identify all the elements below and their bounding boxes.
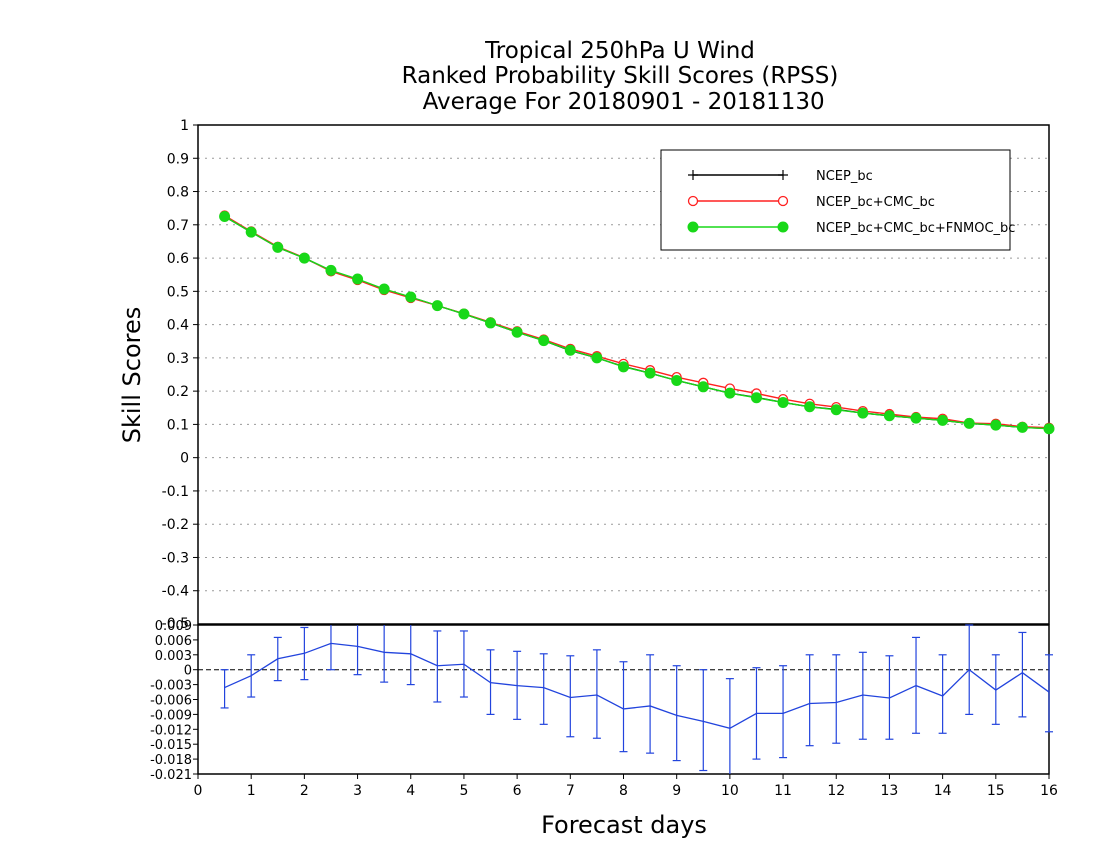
legend-box [660, 149, 1011, 251]
difference-line [224, 642, 1050, 730]
x-tick-label: 12 [827, 783, 845, 799]
data-point [458, 308, 470, 320]
y-tick-label: -0.009 [150, 708, 192, 723]
y-tick-label: 0 [184, 664, 192, 679]
data-point [883, 410, 895, 422]
x-tick-label: 16 [1040, 783, 1058, 799]
y-tick-label: 0.009 [155, 619, 192, 634]
y-tick-label-partial: -0.5 [162, 616, 189, 632]
data-point [431, 300, 443, 312]
data-point [564, 344, 576, 356]
y-tick-label: -0.1 [162, 484, 189, 500]
x-tick-label: 0 [194, 783, 203, 799]
x-tick-label: 14 [934, 783, 952, 799]
x-tick-label: 5 [459, 783, 468, 799]
data-point [910, 412, 922, 424]
main-plot: 1 0.9 0.8 0.7 0.6 0.5 0.4 0.3 0.2 0.1 0 -0.1 -0.2 -0.… [162, 118, 1055, 625]
legend-marker [777, 221, 789, 233]
y-tick-label: -0.4 [162, 584, 189, 600]
data-point [777, 396, 789, 408]
data-point [857, 407, 869, 419]
legend: NCEP_bc NCEP_bc+CMC_bc NCEP_bc+CMC_bc+FNMO… [660, 149, 1015, 251]
data-point [990, 419, 1002, 431]
data-point [325, 264, 337, 276]
y-tick-label: 0.5 [167, 284, 189, 300]
data-point [511, 326, 523, 338]
x-axis-label: Forecast days [541, 811, 707, 839]
legend-marker [687, 221, 699, 233]
x-tick-label: 4 [406, 783, 415, 799]
data-point [1043, 423, 1055, 435]
data-point [830, 404, 842, 416]
difference-plot: 0.0090.0060.0030-0.003-0.006-0.009-0.012… [150, 616, 1058, 799]
data-point [272, 241, 284, 253]
data-point [219, 210, 231, 222]
data-point [644, 367, 656, 379]
x-tick-label: 9 [672, 783, 681, 799]
y-tick-label: -0.018 [150, 753, 192, 768]
x-tick-label: 2 [300, 783, 309, 799]
x-tick-label: 11 [774, 783, 792, 799]
data-point [538, 335, 550, 347]
legend-label: NCEP_bc [816, 169, 873, 184]
x-tick-label: 15 [987, 783, 1005, 799]
x-tick-label: 6 [513, 783, 522, 799]
x-tick-label: 1 [247, 783, 256, 799]
data-point [750, 392, 762, 404]
y-tick-label: 0.7 [167, 218, 189, 234]
chart-title-line-3: Average For 20180901 - 20181130 [415, 89, 825, 115]
x-tick-label: 8 [619, 783, 628, 799]
y-tick-label: 1 [180, 118, 189, 134]
chart-title-line-1: Tropical 250hPa U Wind [485, 38, 755, 64]
y-tick-label: 0.006 [155, 634, 192, 649]
data-point [485, 317, 497, 329]
y-tick-label: -0.2 [162, 517, 189, 533]
y-tick-label: 0.003 [155, 649, 192, 664]
data-point [804, 401, 816, 413]
data-point [618, 361, 629, 373]
data-point [378, 283, 390, 295]
y-tick-label: -0.012 [150, 723, 192, 738]
y-tick-label: 0.9 [167, 151, 189, 167]
data-point [724, 387, 736, 399]
chart-title-line-2: Ranked Probability Skill Scores (RPSS) [401, 63, 839, 89]
y-tick-label: 0.6 [167, 251, 189, 267]
data-point [697, 381, 709, 393]
legend-label: NCEP_bc+CMC_bc [816, 195, 935, 210]
data-point [405, 291, 417, 303]
y-tick-label: 0.3 [167, 351, 189, 367]
y-tick-label: 0.4 [167, 318, 189, 334]
legend-label: NCEP_bc+CMC_bc+FNMOC_bc [816, 221, 1015, 236]
y-tick-label: 0.1 [167, 417, 189, 433]
data-point [352, 273, 364, 285]
data-point [671, 374, 683, 386]
data-point [1016, 421, 1028, 433]
data-point [937, 414, 949, 426]
legend-marker [777, 195, 789, 207]
main-plot-frame [197, 124, 1050, 625]
y-tick-label: -0.003 [150, 679, 192, 694]
x-tick-label: 13 [881, 783, 899, 799]
data-point [245, 226, 257, 238]
data-point [298, 252, 310, 264]
y-tick-label: 0.8 [167, 185, 189, 201]
legend-marker [688, 170, 698, 180]
x-tick-label: 3 [353, 783, 362, 799]
x-tick-label: 10 [721, 783, 739, 799]
y-tick-label: 0.2 [167, 384, 189, 400]
y-tick-label: -0.006 [150, 694, 192, 709]
data-point [591, 352, 603, 364]
y-tick-label: -0.021 [150, 768, 192, 783]
y-tick-label: 0 [180, 451, 189, 467]
x-tick-label: 7 [566, 783, 575, 799]
legend-marker [778, 170, 788, 180]
legend-marker [687, 195, 699, 207]
data-point [963, 417, 975, 429]
y-tick-label: -0.015 [150, 738, 192, 753]
y-tick-label: -0.3 [162, 550, 189, 566]
